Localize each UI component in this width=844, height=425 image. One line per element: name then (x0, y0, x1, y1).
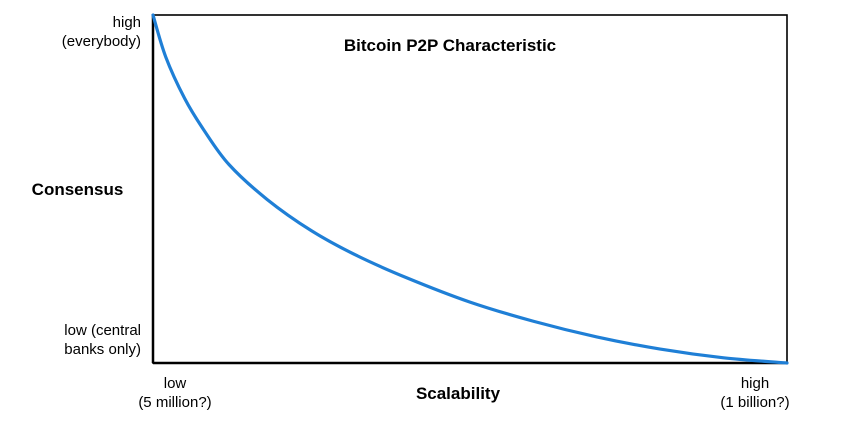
y-tick-label-low: low (central banks only) (64, 322, 141, 358)
y-axis-label: Consensus (31, 180, 124, 199)
x-tick-label-low: low (5 million?) (138, 375, 212, 411)
series-layer (151, 13, 789, 365)
series-line-0 (151, 13, 789, 365)
x-axis-label: Scalability (415, 384, 501, 403)
chart-title: Bitcoin P2P Characteristic (343, 36, 557, 55)
y-tick-label-high: high (everybody) (61, 14, 141, 50)
plot-area-frame (152, 14, 788, 364)
x-tick-label-high: high (1 billion?) (720, 375, 790, 411)
